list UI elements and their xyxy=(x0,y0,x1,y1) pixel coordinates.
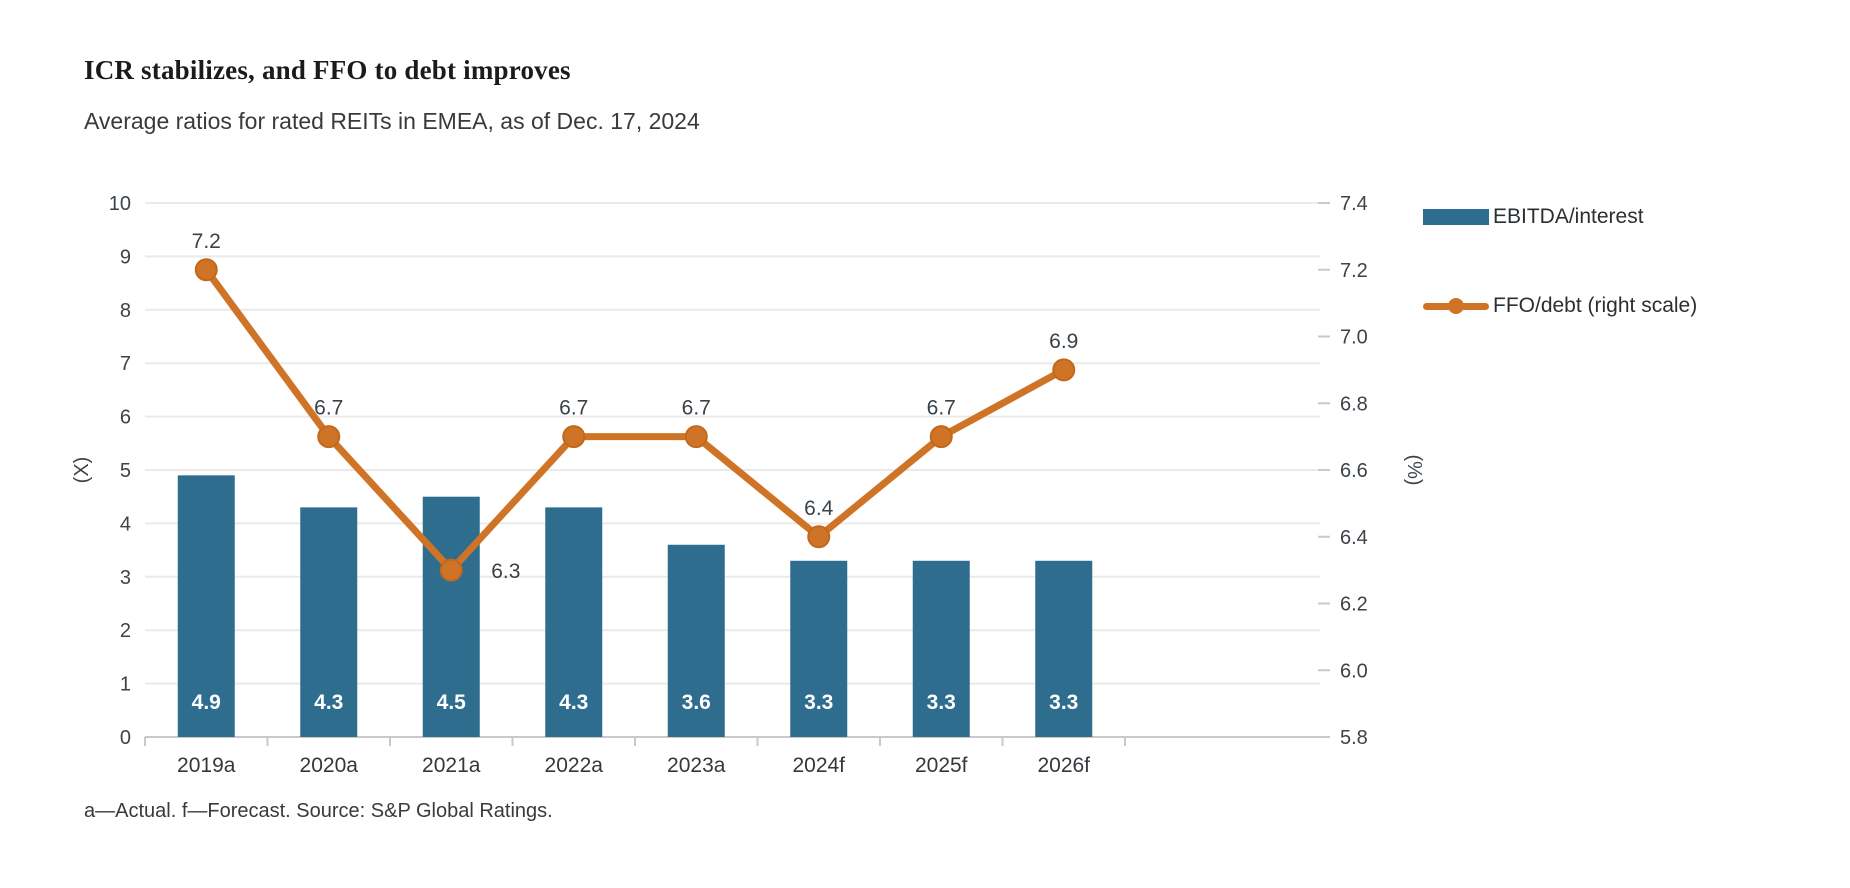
x-axis-label: 2022a xyxy=(545,754,604,777)
x-axis-label: 2025f xyxy=(915,754,968,777)
right-axis-tick-label: 6.6 xyxy=(1340,460,1368,482)
legend-item-ffo-debt: FFO/debt (right scale) xyxy=(1423,294,1843,317)
line-value-label: 6.4 xyxy=(804,497,834,520)
left-axis-title: (X) xyxy=(71,457,93,484)
left-axis-tick-label: 2 xyxy=(120,620,131,642)
chart-legend: EBITDA/interest FFO/debt (right scale) xyxy=(1423,205,1843,317)
right-axis-tick-label: 7.4 xyxy=(1340,193,1368,215)
line-value-label: 6.9 xyxy=(1049,330,1078,353)
chart-title: ICR stabilizes, and FFO to debt improves xyxy=(84,55,571,85)
legend-label: EBITDA/interest xyxy=(1493,205,1644,228)
right-axis-tick-label: 6.0 xyxy=(1340,660,1368,682)
right-axis-tick-label: 6.2 xyxy=(1340,594,1368,616)
bar-2019a xyxy=(177,475,235,737)
bar-2024f xyxy=(790,560,848,737)
bar-value-label: 3.3 xyxy=(927,691,956,714)
bar-2021a xyxy=(422,496,480,737)
line-point-2020a xyxy=(317,425,341,449)
right-axis-tick-label: 7.0 xyxy=(1340,327,1368,349)
line-point-2021a xyxy=(439,558,463,582)
legend-label: FFO/debt (right scale) xyxy=(1493,294,1698,317)
bar-value-label: 4.3 xyxy=(314,691,343,714)
bar-value-label: 3.3 xyxy=(804,691,833,714)
left-axis-tick-label: 8 xyxy=(120,300,131,322)
x-axis-label: 2020a xyxy=(300,754,359,777)
right-axis-tick-label: 5.8 xyxy=(1340,727,1368,749)
x-axis-label: 2019a xyxy=(177,754,236,777)
line-point-2025f xyxy=(929,425,953,449)
bar-value-label: 4.3 xyxy=(559,691,588,714)
right-axis-tick-label: 7.2 xyxy=(1340,260,1368,282)
chart-footnote: a—Actual. f—Forecast. Source: S&P Global… xyxy=(84,800,553,822)
chart-subtitle: Average ratios for rated REITs in EMEA, … xyxy=(84,108,700,134)
bar-series-swatch-icon xyxy=(1423,209,1489,225)
line-value-label: 6.3 xyxy=(491,560,520,583)
x-axis-label: 2021a xyxy=(422,754,481,777)
line-value-label: 6.7 xyxy=(559,397,588,420)
left-axis-tick-label: 5 xyxy=(120,460,131,482)
line-point-2019a xyxy=(194,258,218,282)
legend-item-ebitda-interest: EBITDA/interest xyxy=(1423,205,1843,228)
bar-2025f xyxy=(912,560,970,737)
bar-2020a xyxy=(300,507,358,737)
line-value-label: 6.7 xyxy=(682,397,711,420)
right-axis-tick-label: 6.4 xyxy=(1340,527,1368,549)
x-axis-label: 2023a xyxy=(667,754,726,777)
bar-value-label: 4.5 xyxy=(437,691,467,714)
line-value-label: 6.7 xyxy=(314,397,343,420)
left-axis-tick-label: 10 xyxy=(109,193,131,215)
line-value-label: 7.2 xyxy=(192,230,221,253)
bar-value-label: 3.3 xyxy=(1049,691,1078,714)
line-point-2022a xyxy=(562,425,586,449)
x-axis-label: 2024f xyxy=(792,754,845,777)
right-axis-tick-label: 6.8 xyxy=(1340,393,1368,415)
left-axis-tick-label: 9 xyxy=(120,246,131,268)
line-point-2023a xyxy=(684,425,708,449)
x-axis-label: 2026f xyxy=(1037,754,1090,777)
left-axis-tick-label: 0 xyxy=(120,727,131,749)
left-axis-tick-label: 7 xyxy=(120,353,131,375)
bar-2022a xyxy=(545,507,603,737)
bar-2026f xyxy=(1035,560,1093,737)
ffo-line xyxy=(202,266,1068,574)
left-axis-tick-label: 1 xyxy=(120,674,131,696)
line-value-label: 6.7 xyxy=(927,397,956,420)
right-axis-title: (%) xyxy=(1403,454,1425,485)
bar-value-label: 4.9 xyxy=(192,691,221,714)
left-axis-tick-label: 3 xyxy=(120,567,131,589)
line-point-2024f xyxy=(807,525,831,549)
line-series-swatch-icon xyxy=(1423,298,1489,314)
bar-2023a xyxy=(667,544,725,737)
bar-value-label: 3.6 xyxy=(682,691,711,714)
left-axis-tick-label: 4 xyxy=(120,513,131,535)
left-axis-tick-label: 6 xyxy=(120,407,131,429)
line-point-2026f xyxy=(1052,358,1076,382)
